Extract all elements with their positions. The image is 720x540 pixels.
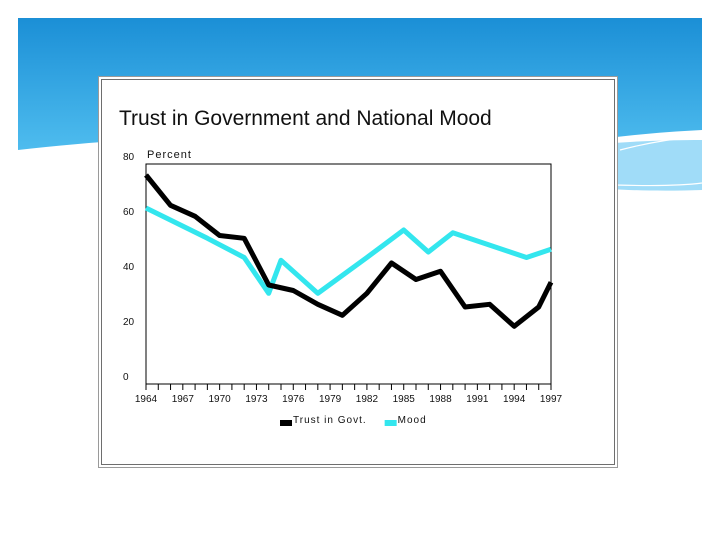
x-tick-label: 1967 xyxy=(172,394,195,405)
x-tick-label: 1976 xyxy=(282,394,305,405)
series-line-mood xyxy=(144,205,552,296)
y-tick-label: 60 xyxy=(123,207,135,218)
x-tick-label: 1991 xyxy=(466,394,489,405)
x-axis: 1964 1967 1970 1973 1976 1979 1982 1985 1988 1991… xyxy=(135,384,563,405)
line-chart: Trust in Government and National Mood Pe… xyxy=(119,107,563,426)
header-swoosh-line xyxy=(614,182,703,187)
legend-label: Trust in Govt. xyxy=(293,415,367,426)
x-tick-label: 1997 xyxy=(540,394,563,405)
x-tick-label: 1985 xyxy=(393,394,416,405)
chart-card: Trust in Government and National Mood Pe… xyxy=(98,76,618,468)
x-tick-label: 1988 xyxy=(429,394,452,405)
x-tick-label: 1982 xyxy=(356,394,379,405)
series-lines xyxy=(144,173,554,329)
legend: Trust in Govt. Mood xyxy=(280,415,427,426)
x-tick-label: 1973 xyxy=(245,394,268,405)
legend-label: Mood xyxy=(398,415,427,426)
y-tick-label: 0 xyxy=(123,372,129,383)
legend-swatch xyxy=(384,420,397,426)
y-axis: 0 20 40 60 80 xyxy=(123,152,135,383)
y-tick-label: 40 xyxy=(123,262,135,273)
x-tick-label: 1970 xyxy=(209,394,232,405)
legend-swatch xyxy=(280,420,292,426)
y-tick-label: 20 xyxy=(123,317,135,328)
y-tick-label: 80 xyxy=(123,152,135,163)
chart-title: Trust in Government and National Mood xyxy=(119,107,492,130)
y-axis-label: Percent xyxy=(147,149,192,161)
series-line-trust xyxy=(144,173,554,329)
x-tick-label: 1979 xyxy=(319,394,342,405)
x-tick-label: 1964 xyxy=(135,394,158,405)
header-swoosh-line xyxy=(619,135,703,151)
x-tick-label: 1994 xyxy=(503,394,526,405)
